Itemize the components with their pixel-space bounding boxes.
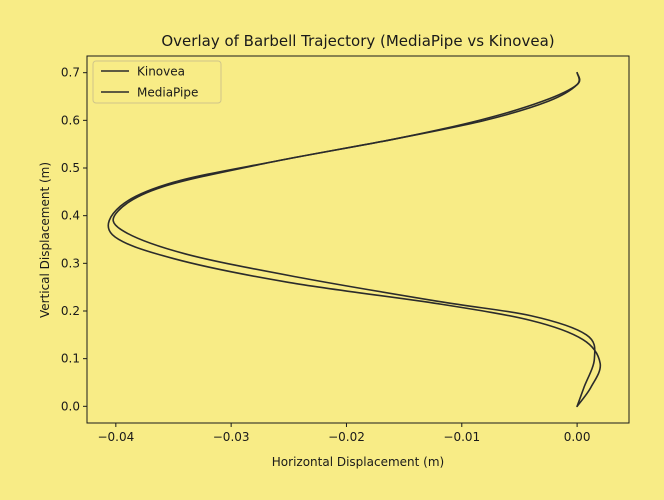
y-tick-label: 0.5	[61, 161, 80, 175]
y-axis-label: Vertical Displacement (m)	[38, 162, 52, 318]
plot-area	[86, 55, 630, 424]
y-tick-label: 0.1	[61, 352, 80, 366]
x-tick-label: −0.04	[97, 430, 134, 444]
x-tick-label: −0.03	[213, 430, 250, 444]
y-tick-label: 0.7	[61, 66, 80, 80]
x-tick-label: −0.02	[328, 430, 365, 444]
x-tick-label: −0.01	[443, 430, 480, 444]
y-axis-ticks: 0.0 0.1 0.2 0.3 0.4 0.5 0.6 0.7	[61, 66, 87, 413]
series-lines	[107, 71, 602, 408]
y-tick-label: 0.0	[61, 399, 80, 413]
y-tick-label: 0.4	[61, 209, 80, 223]
x-tick-label: 0.00	[564, 430, 591, 444]
y-tick-label: 0.3	[61, 256, 80, 270]
series-line-kinovea	[112, 71, 596, 408]
legend-label-kinovea: Kinovea	[137, 65, 185, 79]
x-axis-ticks: −0.04 −0.03 −0.02 −0.01 0.00	[97, 423, 590, 444]
y-tick-label: 0.2	[61, 304, 80, 318]
chart-title: Overlay of Barbell Trajectory (MediaPipe…	[161, 32, 554, 50]
series-line-mediapipe	[107, 71, 602, 408]
y-tick-label: 0.6	[61, 113, 80, 127]
x-axis-label: Horizontal Displacement (m)	[272, 455, 444, 469]
legend-label-mediapipe: MediaPipe	[137, 86, 198, 100]
legend: Kinovea MediaPipe	[92, 60, 222, 104]
